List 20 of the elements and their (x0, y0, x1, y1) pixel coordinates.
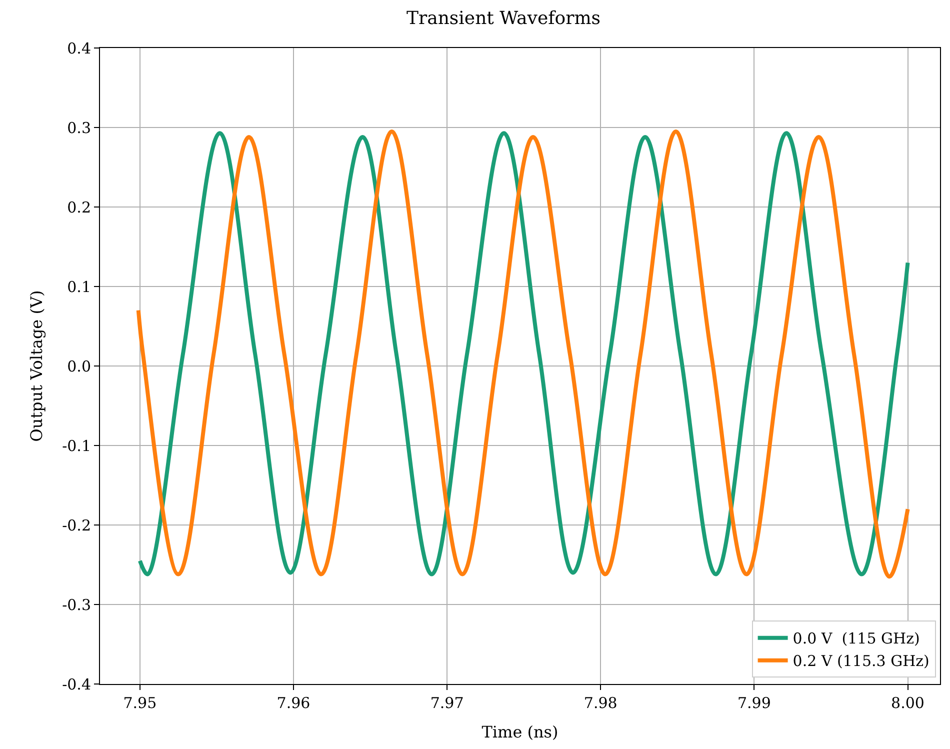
x-tick-label: 8.00 (891, 694, 924, 712)
y-axis-title: Output Voltage (V) (26, 290, 46, 442)
y-tick-label: 0.1 (67, 278, 91, 296)
x-tick-label: 7.98 (584, 694, 618, 712)
y-tick-label: -0.4 (62, 675, 91, 694)
y-tick-label: 0.2 (67, 198, 91, 216)
x-tick-label: 7.99 (737, 694, 771, 712)
legend-label: 0.0 V (115 GHz) (792, 630, 920, 648)
y-tick-label: 0.4 (67, 39, 91, 58)
x-tick-label: 7.95 (123, 694, 157, 712)
legend-label: 0.2 V (115.3 GHz) (792, 652, 930, 670)
x-axis-title: Time (ns) (482, 722, 558, 742)
chart-title: Transient Waveforms (406, 8, 601, 29)
y-tick-label: 0.0 (67, 357, 91, 376)
y-tick-label: 0.3 (67, 118, 91, 137)
x-tick-label: 7.97 (430, 694, 464, 712)
y-tick-label: -0.3 (62, 596, 91, 614)
x-tick-label: 7.96 (276, 694, 310, 712)
y-tick-label: -0.2 (62, 516, 91, 534)
y-tick-label: -0.1 (62, 436, 91, 455)
